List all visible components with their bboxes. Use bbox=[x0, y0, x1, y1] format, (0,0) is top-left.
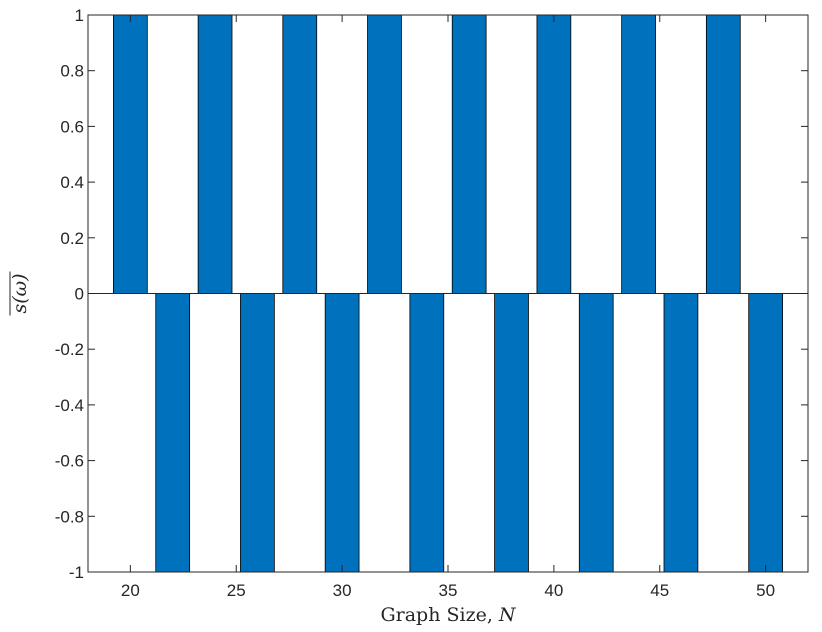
bar-42 bbox=[578, 293, 614, 573]
y-tick-label--0.6: -0.6 bbox=[55, 452, 84, 471]
bar-40 bbox=[536, 14, 572, 294]
bar-48 bbox=[705, 14, 741, 294]
x-axis-title: Graph Size, N bbox=[380, 604, 516, 626]
y-tick-label-0.6: 0.6 bbox=[60, 117, 84, 136]
bar-24 bbox=[197, 14, 233, 294]
x-tick-label-45: 45 bbox=[650, 581, 669, 600]
x-axis-title-text: Graph Size, bbox=[380, 604, 498, 626]
x-tick-label-35: 35 bbox=[439, 581, 458, 600]
bar-38 bbox=[494, 293, 529, 573]
ticks-group: 20 25 30 35 40 45 50 -1 -0.8 -0.6 -0.4 -0.2 0 0.2 0.4 0… bbox=[55, 6, 808, 600]
x-tick-label-50: 50 bbox=[756, 581, 775, 600]
bar-36 bbox=[451, 14, 487, 294]
y-tick-label--0.4: -0.4 bbox=[55, 396, 84, 415]
y-tick-label--1: -1 bbox=[69, 563, 84, 582]
bar-20 bbox=[113, 14, 148, 294]
bar-46 bbox=[663, 293, 699, 573]
y-tick-label-0.4: 0.4 bbox=[60, 173, 84, 192]
bars-group bbox=[88, 14, 808, 573]
x-tick-label-30: 30 bbox=[333, 581, 352, 600]
x-axis-title-variable: N bbox=[498, 604, 517, 626]
y-tick-label-1: 1 bbox=[75, 6, 84, 25]
x-tick-label-40: 40 bbox=[544, 581, 563, 600]
y-tick-label-0.2: 0.2 bbox=[60, 229, 84, 248]
bar-26 bbox=[240, 293, 275, 573]
y-tick-label--0.8: -0.8 bbox=[55, 507, 84, 526]
x-tick-label-25: 25 bbox=[227, 581, 246, 600]
y-axis-title: s(ω) bbox=[9, 271, 31, 316]
y-axis-title-text: s(ω) bbox=[9, 273, 31, 313]
y-tick-label-0.8: 0.8 bbox=[60, 62, 84, 81]
bar-28 bbox=[282, 14, 318, 294]
bar-22 bbox=[155, 293, 191, 573]
y-tick-label-0: 0 bbox=[75, 285, 84, 304]
bar-34 bbox=[409, 293, 445, 573]
x-tick-label-20: 20 bbox=[121, 581, 140, 600]
bar-32 bbox=[367, 14, 402, 294]
y-tick-label--0.2: -0.2 bbox=[55, 340, 84, 359]
bar-50 bbox=[748, 293, 783, 573]
bar-30 bbox=[324, 293, 360, 573]
bar-44 bbox=[621, 14, 656, 294]
